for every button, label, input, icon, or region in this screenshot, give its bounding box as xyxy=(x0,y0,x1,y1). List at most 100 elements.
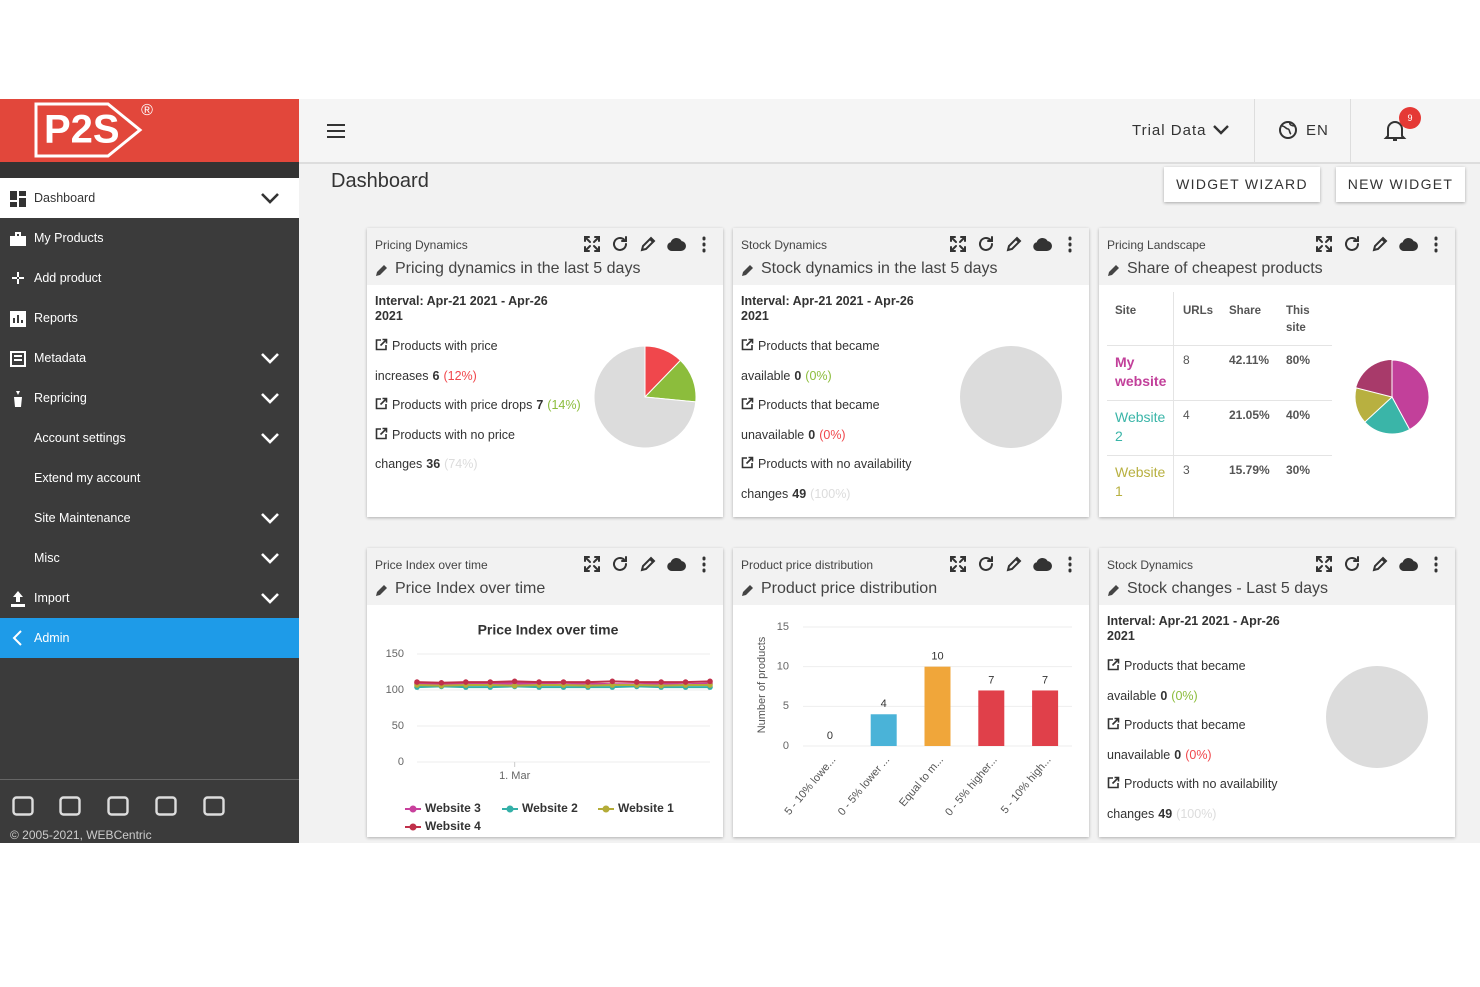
widget-tool[interactable] xyxy=(1005,235,1025,255)
widget-title: Share of cheapest products xyxy=(1127,260,1323,277)
widget-tool[interactable] xyxy=(1427,555,1447,575)
menu-item[interactable]: My Products xyxy=(0,218,299,258)
row-divider xyxy=(1107,400,1332,401)
widget-tool[interactable] xyxy=(977,555,997,575)
widget-tool[interactable] xyxy=(583,555,603,575)
widget-wizard-button[interactable]: WIDGET WIZARD xyxy=(1164,167,1320,202)
edit-title-icon[interactable] xyxy=(1106,264,1120,278)
widget-tool[interactable] xyxy=(667,235,687,255)
bell-icon[interactable] xyxy=(1383,119,1407,143)
menu-label: Dashboard xyxy=(34,191,96,205)
widget-tool[interactable] xyxy=(695,235,715,255)
menu-toggle[interactable] xyxy=(325,121,349,141)
icon-shape xyxy=(203,796,225,816)
widget-tool[interactable] xyxy=(1371,555,1391,575)
widget-tool[interactable] xyxy=(1343,555,1363,575)
menu-icon xyxy=(8,428,28,448)
widget-tool[interactable] xyxy=(977,235,997,255)
edit-title-icon[interactable] xyxy=(740,584,754,598)
menu-item[interactable]: Misc xyxy=(0,538,299,578)
widget-tool[interactable] xyxy=(949,555,969,575)
stat-line: Products with no availability changes 49(… xyxy=(741,450,951,509)
y-tick-label: 100 xyxy=(386,684,404,696)
menu-chevron xyxy=(261,393,279,404)
y-tick-label: 10 xyxy=(777,661,789,673)
chevron xyxy=(261,513,279,524)
stat-count: 7 xyxy=(536,398,544,413)
widget-tool[interactable] xyxy=(611,555,631,575)
widget-tool[interactable] xyxy=(1427,235,1447,255)
pie-slice xyxy=(1391,359,1430,431)
menu-icon xyxy=(12,272,24,284)
widget-tool[interactable] xyxy=(1033,235,1053,255)
widget-tool[interactable] xyxy=(949,235,969,255)
widget-title: Stock dynamics in the last 5 days xyxy=(761,260,998,277)
widget: Pricing Dynamics Pricing dynamics in the … xyxy=(367,228,723,517)
widget-tool[interactable] xyxy=(667,555,687,575)
icon-shape xyxy=(1108,585,1119,596)
legend-label[interactable]: Website 4 xyxy=(425,819,481,833)
stat-label: Products that became unavailable xyxy=(1107,718,1246,762)
widget: Stock Dynamics Stock dynamics in the last… xyxy=(733,228,1089,517)
menu-item[interactable]: Metadata xyxy=(0,338,299,378)
icon-shape xyxy=(979,556,993,571)
menu-item[interactable]: Account settings xyxy=(0,418,299,458)
menu-item[interactable]: Site Maintenance xyxy=(0,498,299,538)
chevron xyxy=(261,433,279,444)
icon-shape xyxy=(1345,556,1359,571)
menu-item[interactable]: Add product xyxy=(0,258,299,298)
legend-label[interactable]: Website 1 xyxy=(618,801,674,815)
icon-shape xyxy=(10,311,26,327)
globe-icon[interactable] xyxy=(1278,120,1298,140)
menu-item[interactable]: Repricing xyxy=(0,378,299,418)
edit-title-icon[interactable] xyxy=(740,264,754,278)
widget-tool[interactable] xyxy=(1399,555,1419,575)
widget-tool[interactable] xyxy=(1399,235,1419,255)
icon-shape xyxy=(613,236,627,251)
legend-label[interactable]: Website 2 xyxy=(522,801,578,815)
account-selector[interactable]: Trial Data xyxy=(1132,122,1207,139)
edit-title-icon[interactable] xyxy=(374,264,388,278)
pie-chart xyxy=(1326,666,1428,768)
icon-shape xyxy=(741,457,754,469)
widget-tool[interactable] xyxy=(1061,235,1081,255)
widget-tool[interactable] xyxy=(1033,555,1053,575)
stat-label: Products with price increases xyxy=(375,339,498,383)
edit-title-icon[interactable] xyxy=(1106,584,1120,598)
widget-tool[interactable] xyxy=(1061,555,1081,575)
menu-item[interactable]: Reports xyxy=(0,298,299,338)
stat-line: Products that became available 0 (0%) xyxy=(1107,652,1317,711)
menu-item[interactable]: Dashboard xyxy=(0,178,299,218)
menu-chevron xyxy=(261,353,279,364)
widget-tool[interactable] xyxy=(639,235,659,255)
chevron xyxy=(261,553,279,564)
menu-icon xyxy=(12,630,22,646)
edit-title-icon[interactable] xyxy=(374,584,388,598)
legend-label[interactable]: Website 3 xyxy=(425,801,481,815)
menu-chevron xyxy=(261,433,279,444)
stat-share: (74%) xyxy=(444,457,478,472)
widget-tool[interactable] xyxy=(695,555,715,575)
widget-tool[interactable] xyxy=(1005,555,1025,575)
menu-item[interactable]: Extend my account xyxy=(0,458,299,498)
stat-count: 0 xyxy=(794,368,802,383)
urls: 4 xyxy=(1183,408,1190,422)
widget-tool[interactable] xyxy=(611,235,631,255)
bar-chart: 0 5 10 15 Number of products 0 5 - 10% lowe...… xyxy=(756,621,1072,818)
widget-tool[interactable] xyxy=(1371,235,1391,255)
language[interactable]: EN xyxy=(1306,122,1329,139)
widget-tool[interactable] xyxy=(639,555,659,575)
menu-item[interactable]: Import xyxy=(0,578,299,618)
account-chevron[interactable] xyxy=(1212,124,1230,136)
menu-item[interactable]: Admin xyxy=(0,618,299,658)
widget-tool[interactable] xyxy=(1343,235,1363,255)
widget-tool[interactable] xyxy=(1315,235,1335,255)
menu-icon xyxy=(14,391,22,407)
new-widget-button[interactable]: NEW WIDGET xyxy=(1336,167,1465,202)
legend-marker xyxy=(602,805,610,813)
widget-tool[interactable] xyxy=(583,235,603,255)
site-name: Website 1 xyxy=(1115,464,1166,499)
urls: 8 xyxy=(1183,353,1190,367)
logo[interactable]: P2S ® xyxy=(0,99,299,162)
widget-tool[interactable] xyxy=(1315,555,1335,575)
